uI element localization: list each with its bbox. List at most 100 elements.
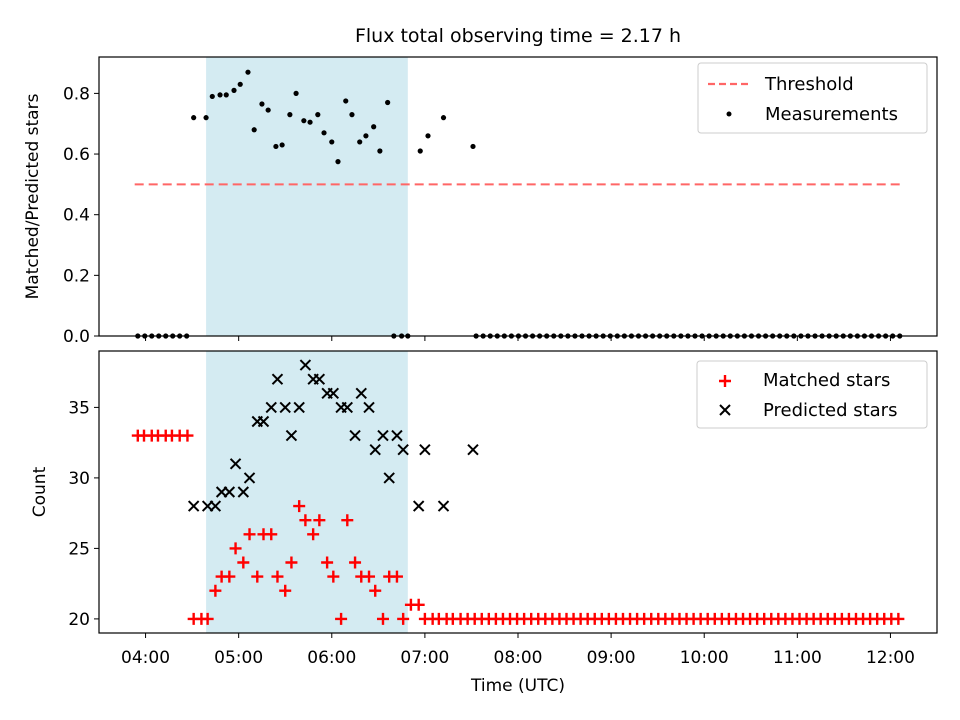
measurement-point	[203, 115, 209, 121]
bottom-legend: Matched stars Predicted stars	[696, 360, 928, 429]
predicted-star-marker	[299, 359, 312, 371]
predicted-star-marker	[187, 500, 200, 512]
x-axis-label: Time (UTC)	[470, 676, 565, 696]
measurement-point	[191, 115, 197, 121]
predicted-star-marker	[293, 401, 305, 414]
predicted-star-marker	[391, 429, 403, 442]
top-y-tick-label: 0.2	[63, 266, 90, 286]
predicted-star-marker	[313, 373, 326, 385]
measurement-point	[251, 127, 257, 133]
predicted-star-marker	[209, 500, 222, 512]
matched-star-marker	[299, 514, 312, 527]
matched-star-marker	[251, 570, 264, 583]
measurement-point	[349, 112, 355, 118]
predicted-star-marker	[271, 373, 284, 385]
measurements-legend-label: Measurements	[765, 104, 898, 125]
predicted-star-marker	[369, 443, 381, 456]
predicted-star-marker	[377, 429, 389, 442]
predicted-star-markers	[187, 359, 479, 512]
matched-star-marker	[237, 556, 250, 569]
top-y-tick-label: 0.0	[63, 327, 90, 347]
predicted-star-marker	[412, 500, 425, 512]
predicted-star-marker	[243, 472, 256, 484]
matched-star-marker	[229, 542, 242, 555]
matched-star-marker	[279, 584, 292, 597]
matched-star-marker	[349, 556, 362, 569]
measurement-point	[425, 133, 431, 139]
x-tick-label: 07:00	[400, 648, 449, 668]
measurements-legend-swatch	[726, 111, 732, 117]
predicted-star-marker	[419, 443, 431, 456]
chart-title: Flux total observing time = 2.17 h	[355, 25, 681, 47]
measurement-point	[343, 98, 349, 104]
predicted-star-marker	[349, 429, 361, 442]
measurement-point	[363, 133, 369, 139]
matched-star-marker	[341, 514, 354, 527]
measurement-point	[440, 115, 447, 121]
matched-legend-label: Matched stars	[763, 370, 890, 391]
measurement-point	[470, 143, 476, 150]
matched-star-marker	[335, 612, 348, 625]
matched-star-marker	[285, 556, 298, 569]
top-panel: 0.00.20.40.60.8 Matched/Predicted stars …	[23, 56, 938, 347]
predicted-star-marker	[265, 401, 277, 414]
top-y-tick-label: 0.4	[63, 206, 90, 226]
predicted-star-marker	[437, 500, 450, 512]
matched-star-marker	[223, 570, 236, 583]
measurement-point	[217, 92, 223, 98]
matched-star-marker	[313, 514, 326, 527]
matched-star-marker	[363, 570, 376, 583]
top-axes-frame	[98, 56, 938, 337]
bottom-y-tick-label: 20	[68, 610, 90, 630]
bottom-panel: 20 25 30 35 04:00 05:00 06:00 07:00 08:00 09:00 1…	[30, 350, 938, 696]
measurement-point	[371, 124, 377, 130]
measurement-point	[287, 112, 293, 118]
predicted-star-marker	[341, 401, 354, 414]
measurement-point	[259, 101, 265, 107]
predicted-star-marker	[467, 443, 479, 456]
matched-star-marker	[265, 528, 278, 541]
top-y-tick-label: 0.6	[63, 145, 90, 165]
predicted-legend-swatch	[719, 404, 731, 416]
x-tick-label: 06:00	[307, 648, 356, 668]
predicted-star-marker	[285, 429, 298, 442]
measurement-point	[231, 87, 237, 93]
matched-star-marker	[327, 570, 340, 583]
measurement-point	[245, 69, 251, 75]
predicted-star-marker	[257, 415, 270, 428]
bottom-y-axis-label: Count	[30, 466, 50, 517]
x-tick-label: 10:00	[680, 648, 729, 668]
predicted-star-marker	[279, 401, 291, 414]
measurement-point	[265, 107, 271, 113]
predicted-star-marker	[363, 401, 375, 414]
predicted-star-marker	[397, 443, 409, 456]
matched-star-marker	[397, 612, 410, 625]
measurement-point	[279, 142, 285, 148]
measurement-point	[385, 99, 391, 106]
measurement-point	[307, 119, 313, 125]
x-tick-label: 05:00	[214, 648, 263, 668]
matched-star-marker	[201, 612, 214, 625]
predicted-star-marker	[237, 486, 250, 498]
measurement-point	[209, 93, 215, 100]
measurement-point	[417, 148, 423, 154]
matched-star-marker	[209, 584, 222, 597]
measurement-point	[273, 143, 279, 150]
matched-star-marker	[390, 570, 403, 583]
matched-star-marker	[321, 556, 334, 569]
measurement-point	[293, 90, 299, 96]
bottom-y-tick-label: 25	[68, 539, 90, 559]
threshold-legend-label: Threshold	[764, 74, 854, 95]
matched-star-marker	[181, 429, 194, 442]
top-y-tick-label: 0.8	[63, 84, 90, 104]
predicted-legend-label: Predicted stars	[763, 400, 897, 421]
matched-star-marker	[412, 598, 425, 611]
x-tick-label: 08:00	[494, 648, 543, 668]
bottom-axes-frame	[98, 350, 938, 634]
matched-star-marker	[293, 500, 306, 513]
matched-star-marker	[271, 570, 284, 583]
top-y-axis-label: Matched/Predicted stars	[23, 93, 43, 299]
predicted-star-marker	[229, 458, 242, 470]
top-y-ticks: 0.0 0.2 0.4 0.6 0.8	[63, 84, 99, 347]
